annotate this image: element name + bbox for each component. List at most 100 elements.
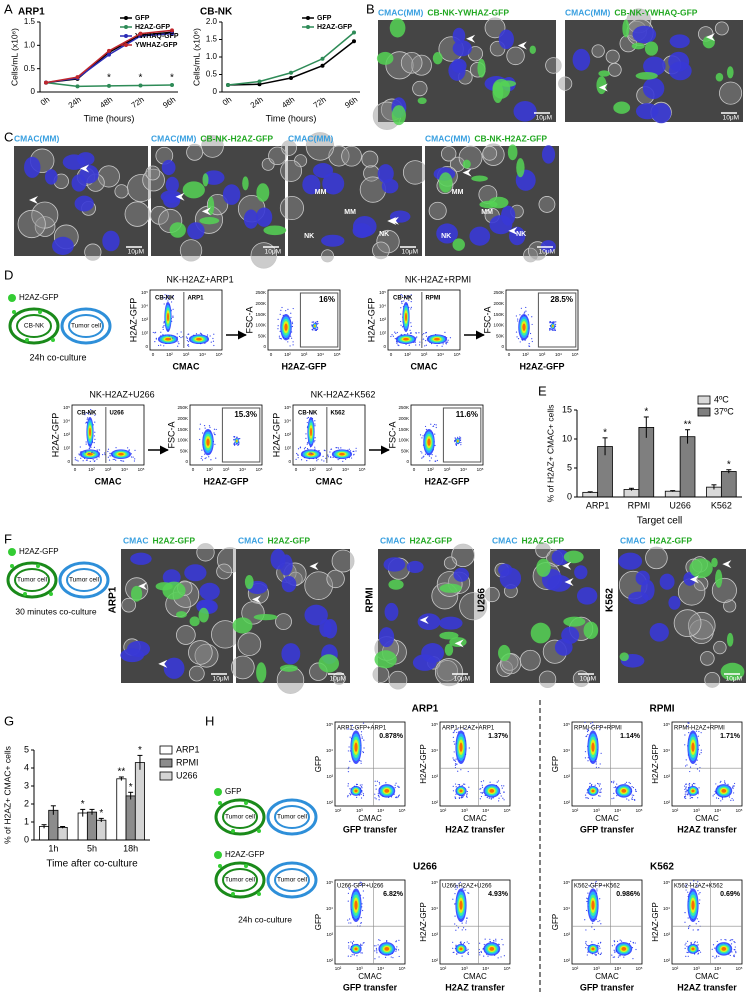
event-dot [595, 763, 597, 765]
density [196, 337, 202, 341]
event-dot [498, 800, 500, 802]
flow-tick: 10⁴ [377, 966, 384, 971]
event-dot [501, 938, 503, 941]
quadrant-percent: 0.878% [379, 733, 404, 740]
event-dot [186, 339, 188, 342]
event-dot [597, 920, 599, 923]
legend-swatch [159, 771, 173, 781]
gfp-signal [530, 622, 551, 644]
event-dot [696, 941, 698, 943]
panel-letter: B [366, 1, 375, 16]
event-dot [375, 788, 377, 790]
experiment-title: NK-H2AZ+RPMI [405, 274, 471, 284]
event-dot [385, 782, 387, 784]
density [721, 946, 727, 951]
event-dot [347, 750, 349, 752]
flow-tick: 0 [270, 352, 273, 357]
flow-tick: 10² [206, 467, 213, 472]
x-tick-label: ARP1 [586, 500, 610, 510]
event-dot [351, 724, 354, 727]
event-dot [619, 955, 621, 957]
event-dot [733, 954, 735, 956]
event-dot [553, 329, 555, 331]
event-dot [311, 325, 313, 327]
event-dot [732, 955, 735, 957]
event-dot [300, 459, 303, 461]
event-dot [290, 337, 293, 339]
flow-tick: 10² [88, 467, 95, 472]
density [721, 788, 727, 793]
event-dot [684, 947, 686, 949]
event-dot [403, 300, 405, 302]
event-dot [360, 916, 362, 919]
event-dot [122, 460, 125, 462]
flow-tick: 10⁴ [460, 467, 467, 472]
flow-tick: 10³ [284, 432, 291, 437]
cell [484, 17, 506, 39]
cmac-cell [161, 159, 176, 176]
event-dot [480, 792, 482, 794]
event-dot [585, 940, 587, 943]
gate [537, 292, 577, 348]
event-dot [482, 780, 485, 782]
cell [535, 542, 551, 559]
event-dot [685, 759, 687, 761]
event-dot [584, 721, 586, 724]
flow-tick: 10³ [63, 432, 70, 437]
bar [86, 811, 98, 841]
event-dot [185, 336, 188, 338]
event-dot [421, 452, 423, 454]
legend-label: YWHAQ-GFP [135, 33, 179, 40]
event-dot [410, 308, 412, 310]
event-dot [684, 744, 686, 746]
event-dot [685, 889, 687, 891]
event-dot [597, 952, 600, 955]
event-dot [584, 794, 587, 796]
event-dot [730, 799, 732, 801]
event-dot [463, 941, 466, 944]
event-dot [686, 940, 689, 942]
significance: ** [684, 419, 692, 430]
event-dot [600, 923, 602, 925]
cell [605, 49, 620, 64]
event-dot [421, 437, 423, 439]
event-dot [88, 411, 91, 414]
event-dot [432, 425, 434, 428]
event-dot [730, 943, 733, 945]
event-dot [591, 725, 593, 728]
event-dot [515, 315, 517, 317]
event-dot [316, 326, 319, 328]
event-dot [352, 940, 355, 942]
event-dot [459, 439, 462, 442]
gfp-dot [218, 864, 222, 868]
event-dot [163, 322, 165, 324]
gfp-dot [218, 801, 222, 805]
cell [645, 546, 668, 570]
event-dot [204, 427, 206, 429]
event-dot [595, 880, 597, 883]
image-label: CMAC [123, 535, 149, 545]
event-dot [684, 796, 686, 798]
event-dot [314, 425, 316, 427]
gate [221, 407, 261, 463]
data-point [289, 70, 293, 75]
event-dot [454, 923, 456, 925]
event-dot [76, 459, 78, 461]
flow-tick: 10⁵ [736, 966, 743, 971]
flow-tick: 10² [431, 958, 438, 963]
flow-tick: 10⁵ [63, 405, 70, 410]
event-dot [84, 413, 86, 416]
flow-tick: 10⁴ [431, 906, 438, 911]
event-dot [700, 752, 702, 754]
y-tick-label: 0 [31, 87, 36, 96]
schematic-caption: 24h co-culture [29, 352, 86, 362]
event-dot [467, 770, 469, 773]
event-dot [468, 892, 470, 894]
schematic-label: Tumor cell [71, 323, 102, 330]
event-dot [434, 433, 436, 435]
event-dot [102, 453, 104, 456]
gfp-signal [432, 52, 443, 65]
target-cell-outer [58, 561, 110, 599]
event-dot [374, 793, 376, 795]
flow-tick: 10⁵ [399, 808, 406, 813]
